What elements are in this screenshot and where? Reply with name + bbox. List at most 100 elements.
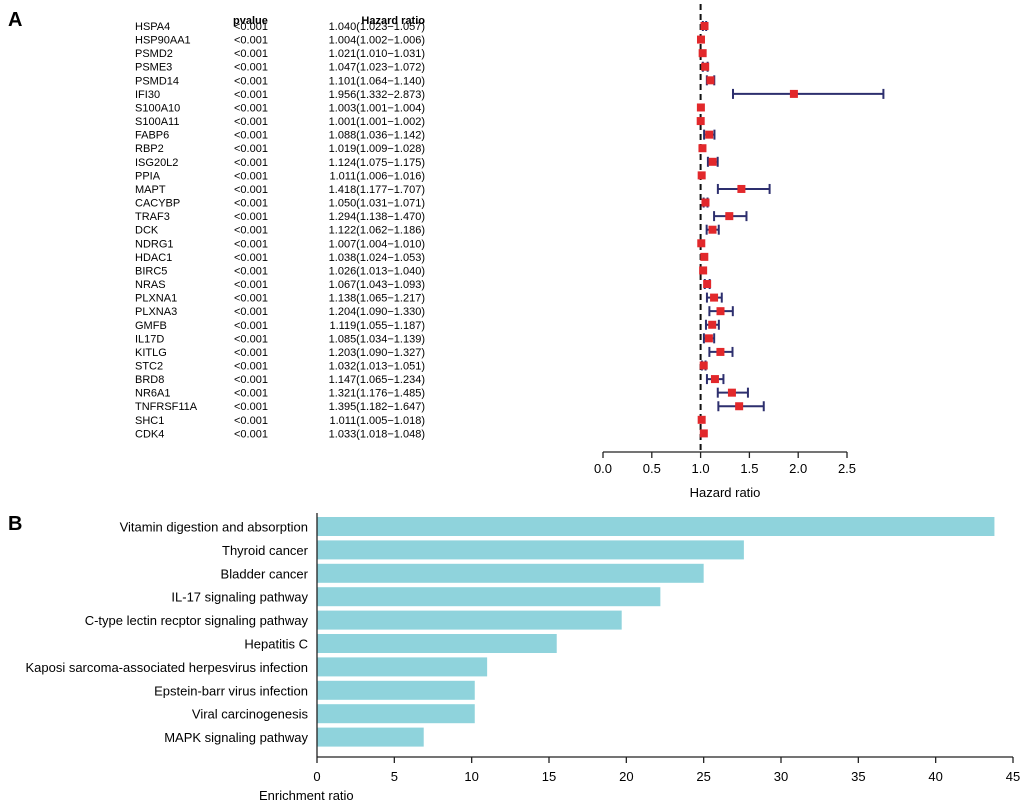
bar-tick-label: 10 <box>464 769 478 784</box>
hazard-ratio-marker <box>701 198 710 207</box>
hazard-ratio-cell: 1.032(1.013−1.051) <box>329 361 425 373</box>
pathway-label: Bladder cancer <box>221 566 309 581</box>
hazard-ratio-marker <box>735 402 744 411</box>
gene-label: PPIA <box>135 170 161 182</box>
pvalue-cell: <0.001 <box>234 415 268 427</box>
pathway-label: MAPK signaling pathway <box>164 730 308 745</box>
gene-label: SHC1 <box>135 415 164 427</box>
hazard-ratio-marker <box>725 212 734 221</box>
enrichment-bar <box>317 634 557 653</box>
gene-label: NRAS <box>135 279 166 291</box>
hazard-ratio-marker <box>700 22 709 30</box>
hazard-ratio-marker <box>701 62 710 71</box>
gene-label: PSMD2 <box>135 48 173 60</box>
hazard-ratio-cell: 1.147(1.065−1.234) <box>329 374 425 386</box>
hazard-ratio-cell: 1.088(1.036−1.142) <box>329 130 425 142</box>
gene-label: BRD8 <box>135 374 164 386</box>
hazard-ratio-marker <box>697 415 706 424</box>
enrichment-bar <box>317 680 475 700</box>
hazard-ratio-cell: 1.085(1.034−1.139) <box>329 333 425 345</box>
forest-x-axis: 0.0 0.5 1.0 1.5 2.0 2.5 <box>594 451 856 476</box>
pvalue-cell: <0.001 <box>234 225 268 237</box>
panel-b-label: B <box>8 513 22 535</box>
enrichment-bar <box>317 587 661 607</box>
bar-tick-label: 40 <box>928 769 942 784</box>
hazard-ratio-cell: 1.019(1.009−1.028) <box>329 143 425 155</box>
pvalue-cell: <0.001 <box>234 428 268 440</box>
pathway-label: Viral carcinogenesis <box>192 707 309 722</box>
forest-tick-label: 2.5 <box>838 461 856 476</box>
gene-label: PSME3 <box>135 62 172 74</box>
hazard-ratio-cell: 1.033(1.018−1.048) <box>329 428 425 440</box>
gene-label: HSPA4 <box>135 21 170 33</box>
gene-label: S100A11 <box>135 116 179 128</box>
gene-label: PLXNA1 <box>135 293 177 305</box>
gene-label: NR6A1 <box>135 388 170 400</box>
forest-tick-label: 0.0 <box>594 461 612 476</box>
bar-tick-label: 15 <box>542 769 556 784</box>
bar-x-axis-title: Enrichment ratio <box>259 788 354 803</box>
bar-tick-label: 5 <box>391 769 398 784</box>
bar-tick-label: 30 <box>774 769 788 784</box>
hazard-ratio-marker <box>727 388 736 397</box>
gene-label: GMFB <box>135 320 167 332</box>
pvalue-cell: <0.001 <box>234 62 268 74</box>
gene-label: ISG20L2 <box>135 157 178 169</box>
forest-tick-label: 1.0 <box>692 461 710 476</box>
pvalue-cell: <0.001 <box>234 157 268 169</box>
pvalue-cell: <0.001 <box>234 306 268 318</box>
hazard-ratio-cell: 1.011(1.006−1.016) <box>329 170 425 182</box>
pvalue-cell: <0.001 <box>234 130 268 142</box>
hazard-ratio-cell: 1.026(1.013−1.040) <box>329 265 425 277</box>
pvalue-cell: <0.001 <box>234 170 268 182</box>
enrichment-bar <box>317 517 995 536</box>
pvalue-cell: <0.001 <box>234 35 268 47</box>
pvalue-cell: <0.001 <box>234 89 268 101</box>
hazard-ratio-cell: 1.204(1.090−1.330) <box>329 306 425 318</box>
pvalue-cell: <0.001 <box>234 75 268 87</box>
pvalue-cell: <0.001 <box>234 347 268 359</box>
hazard-ratio-cell: 1.101(1.064−1.140) <box>329 75 425 87</box>
hazard-ratio-cell: 1.003(1.001−1.004) <box>329 102 425 114</box>
hazard-ratio-marker <box>705 130 714 139</box>
hazard-ratio-marker <box>697 239 706 248</box>
gene-label: FABP6 <box>135 130 169 142</box>
pvalue-cell: <0.001 <box>234 143 268 155</box>
pvalue-cell: <0.001 <box>234 198 268 210</box>
gene-label: STC2 <box>135 361 163 373</box>
bar-marks: Vitamin digestion and absorption Thyroid … <box>25 517 995 747</box>
hazard-ratio-cell: 1.395(1.182−1.647) <box>329 401 425 413</box>
hazard-ratio-marker <box>697 171 706 180</box>
enrichment-bar <box>317 563 704 583</box>
bar-tick-label: 0 <box>313 769 320 784</box>
gene-label: CACYBP <box>135 198 180 210</box>
bar-tick-label: 35 <box>851 769 865 784</box>
pvalue-cell: <0.001 <box>234 211 268 223</box>
pvalue-cell: <0.001 <box>234 184 268 196</box>
forest-x-axis-title: Hazard ratio <box>690 485 761 500</box>
gene-label: IL17D <box>135 333 164 345</box>
bar-tick-label: 25 <box>696 769 710 784</box>
hazard-ratio-cell: 1.047(1.023−1.072) <box>329 62 425 74</box>
hazard-ratio-marker <box>708 157 717 166</box>
pvalue-column-header: pvalue <box>233 15 268 27</box>
hazard-ratio-cell: 1.203(1.090−1.327) <box>329 347 425 359</box>
hazard-ratio-marker <box>696 103 705 112</box>
pathway-label: Hepatitis C <box>244 637 308 652</box>
gene-label: HDAC1 <box>135 252 172 264</box>
hazard-ratio-cell: 1.021(1.010−1.031) <box>329 48 425 60</box>
hazard-ratio-marker <box>716 347 725 356</box>
pvalue-cell: <0.001 <box>234 48 268 60</box>
forest-plot: pvalue Hazard ratio HSPA4 <0.001 1.040(1.0… <box>135 4 885 500</box>
gene-label: NDRG1 <box>135 238 174 250</box>
hazard-ratio-marker <box>698 144 707 153</box>
pvalue-cell: <0.001 <box>234 279 268 291</box>
hazard-ratio-marker <box>706 76 715 85</box>
gene-label: S100A10 <box>135 102 180 114</box>
gene-label: DCK <box>135 225 159 237</box>
pvalue-cell: <0.001 <box>234 320 268 332</box>
gene-label: CDK4 <box>135 428 164 440</box>
pvalue-cell: <0.001 <box>234 252 268 264</box>
hazard-ratio-marker <box>699 429 708 438</box>
